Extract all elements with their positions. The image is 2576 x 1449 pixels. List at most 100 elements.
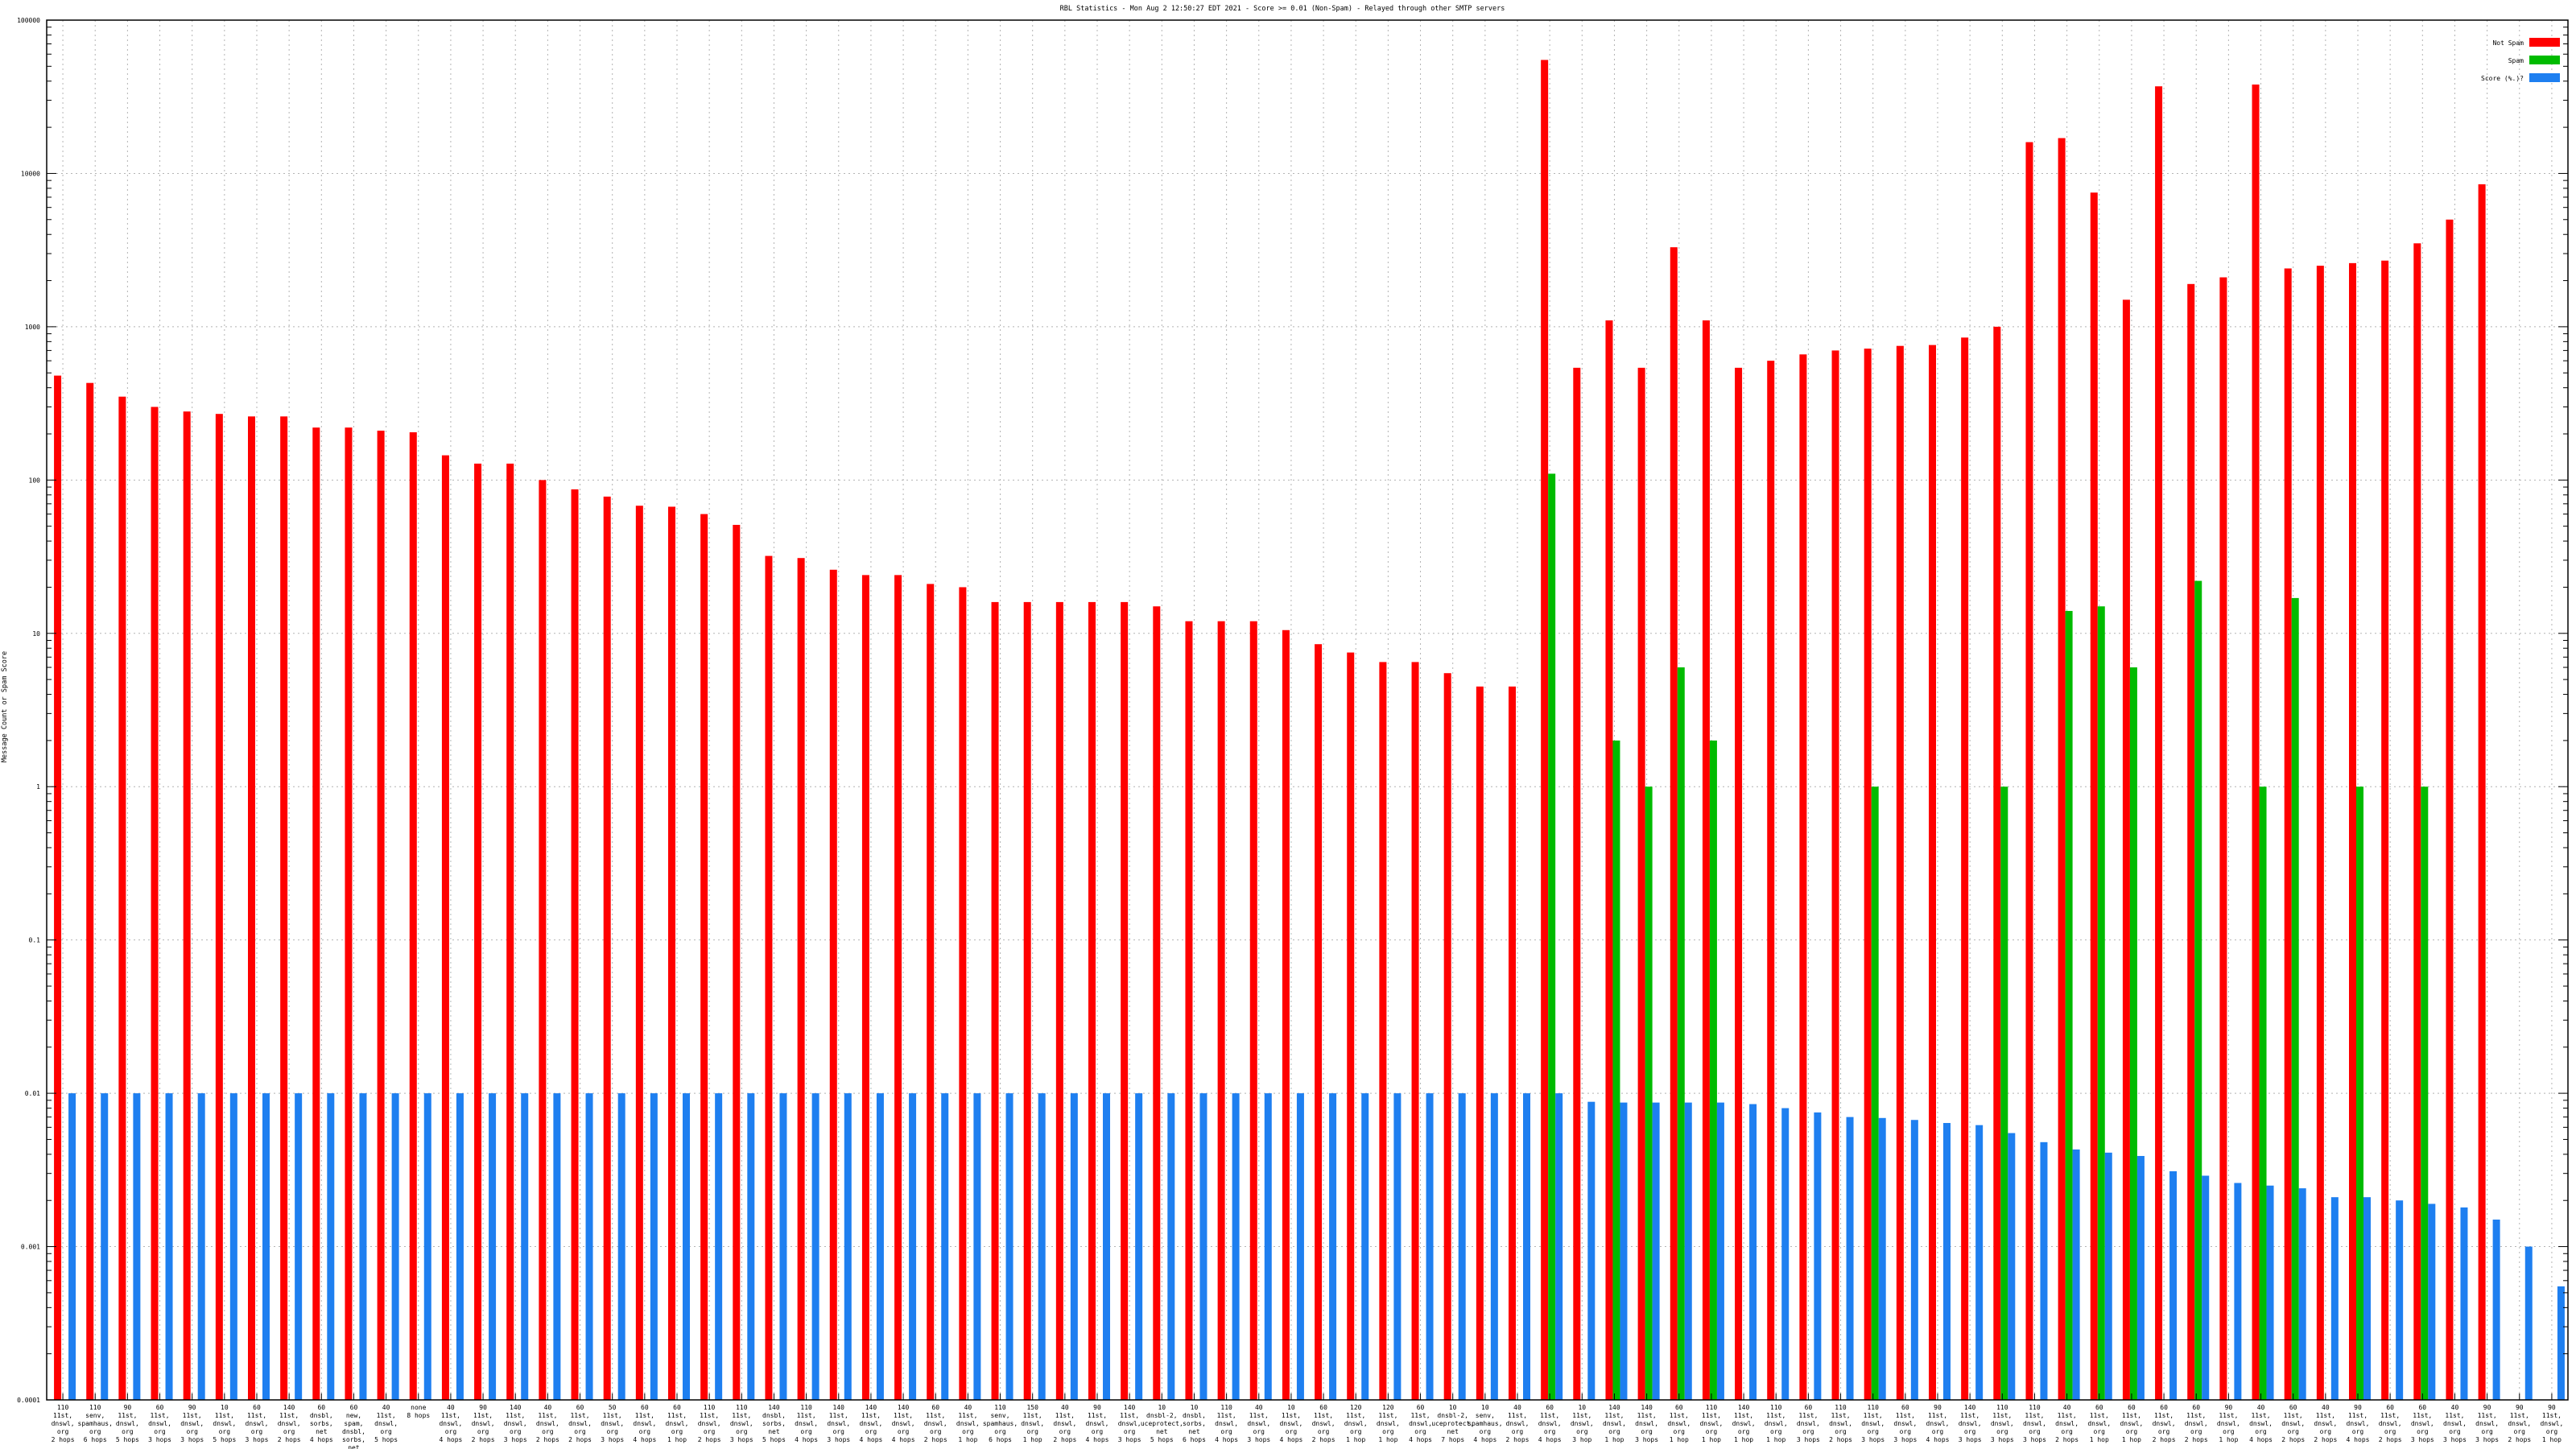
bar-score (1490, 1093, 1498, 1400)
bar-score (359, 1093, 367, 1400)
x-category-label: 60 11st, dnswl, org 1 hop (1667, 1404, 1690, 1443)
bar-not-spam (1121, 601, 1129, 1400)
x-category-label: 110 11st, dnswl, org 2 hops (698, 1404, 721, 1443)
bar-not-spam (1767, 361, 1775, 1400)
bar-score (1910, 1120, 1918, 1400)
bar-score (844, 1093, 852, 1400)
bar-score (909, 1093, 917, 1400)
x-category-label: 110 senv, spamhaus, org 6 hops (78, 1404, 113, 1443)
bar-score (489, 1093, 497, 1400)
x-category-label: 90 11st, dnswl, org 5 hops (116, 1404, 139, 1443)
x-category-label: 120 11st, dnswl, org 1 hop (1344, 1404, 1368, 1443)
bar-spam (1871, 786, 1879, 1400)
bar-not-spam (1831, 350, 1839, 1400)
bar-score (1296, 1093, 1304, 1400)
bar-not-spam (1217, 621, 1225, 1400)
bar-not-spam (1702, 320, 1710, 1401)
bar-not-spam (1185, 621, 1193, 1400)
bar-score (2396, 1200, 2404, 1400)
bar-score (1781, 1108, 1790, 1400)
bar-not-spam (2284, 268, 2292, 1401)
bar-not-spam (1961, 337, 1969, 1400)
x-category-label: 60 11st, dnswl, org 2 hops (568, 1404, 592, 1443)
x-category-label: 60 11st, dnswl, org 3 hops (148, 1404, 171, 1443)
x-category-label: 40 11st, dnswl, org 3 hops (1247, 1404, 1270, 1443)
bar-spam (1548, 473, 1556, 1400)
x-category-label: none 8 hops (407, 1404, 430, 1419)
legend: Not Spam Spam Score (%.)? (2481, 38, 2560, 82)
x-category-label: 140 11st, dnswl, org 1 hop (1603, 1404, 1626, 1443)
x-category-label: 60 11st, dnswl, org 4 hops (1409, 1404, 1432, 1443)
y-tick-label: 1 (36, 783, 40, 791)
bar-score (1555, 1093, 1563, 1400)
x-category-label: 140 dnsbl, sorbs, net 5 hops (762, 1404, 786, 1443)
x-category-label: 90 11st, dnswl, org 1 hop (2217, 1404, 2240, 1443)
bar-score (1232, 1093, 1240, 1400)
bar-not-spam (1799, 354, 1807, 1400)
bar-not-spam (668, 506, 675, 1400)
bar-not-spam (1929, 345, 1936, 1400)
x-category-label: 140 11st, dnswl, org 2 hops (278, 1404, 301, 1443)
bar-not-spam (2122, 299, 2130, 1401)
bar-score (2072, 1149, 2080, 1400)
x-category-label: 40 11st, dnswl, org 2 hops (1506, 1404, 1530, 1443)
bar-score (585, 1093, 593, 1400)
x-category-label: 40 11st, dnswl, org 5 hops (374, 1404, 398, 1443)
bar-score (1426, 1093, 1434, 1400)
bar-score (197, 1093, 205, 1400)
bar-spam (2000, 786, 2008, 1400)
bar-score (423, 1093, 431, 1400)
bar-score (2136, 1155, 2145, 1400)
bar-spam (2129, 667, 2137, 1400)
bar-score (1329, 1093, 1337, 1400)
bar-score (1038, 1093, 1046, 1400)
bar-not-spam (1088, 601, 1096, 1400)
bar-not-spam (894, 575, 902, 1400)
bar-not-spam (215, 414, 223, 1400)
x-category-label: 140 11st, dnswl, org 3 hops (827, 1404, 850, 1443)
bar-not-spam (1637, 367, 1645, 1400)
x-category-label: 60 11st, dnswl, org 3 hops (2411, 1404, 2434, 1443)
bar-spam (1645, 786, 1653, 1400)
bar-score (165, 1093, 173, 1400)
x-category-label: 90 11st, dnswl, org 4 hops (2347, 1404, 2370, 1443)
bar-not-spam (1282, 630, 1290, 1400)
bar-spam (2421, 786, 2429, 1400)
bar-score (229, 1093, 237, 1400)
bar-score (327, 1093, 335, 1400)
bar-not-spam (506, 463, 514, 1400)
x-category-label: 90 11st, dnswl, org 2 hops (472, 1404, 495, 1443)
bar-not-spam (861, 575, 869, 1400)
bar-not-spam (248, 416, 255, 1400)
bar-not-spam (539, 480, 547, 1401)
x-category-label: 110 11st, dnswl, org 2 hops (1829, 1404, 1852, 1443)
bar-not-spam (1541, 60, 1549, 1400)
legend-swatch (2529, 73, 2560, 82)
bar-score (650, 1093, 658, 1400)
bar-not-spam (700, 514, 708, 1400)
bar-score (683, 1093, 690, 1400)
bar-score (1652, 1102, 1660, 1400)
x-category-label: 40 11st, dnswl, org 2 hops (2314, 1404, 2337, 1443)
x-category-label: 110 senv, spamhaus, org 6 hops (983, 1404, 1018, 1443)
bar-not-spam (1896, 345, 1904, 1401)
bar-not-spam (86, 382, 94, 1401)
bar-score (2202, 1175, 2210, 1400)
bar-spam (2259, 786, 2267, 1400)
bar-score (68, 1093, 76, 1400)
x-category-label: 60 11st, dnswl, org 2 hops (2379, 1404, 2402, 1443)
y-tick-label: 1000 (25, 324, 40, 331)
bar-score (456, 1093, 464, 1400)
bar-score (2557, 1286, 2565, 1400)
bar-score (2234, 1183, 2242, 1400)
chart-title: RBL Statistics - Mon Aug 2 12:50:27 EDT … (1060, 5, 1505, 13)
bar-spam (1677, 667, 1685, 1400)
bar-score (747, 1093, 755, 1400)
bar-score (2524, 1246, 2533, 1400)
bar-spam (2291, 597, 2299, 1400)
bar-not-spam (2219, 277, 2227, 1400)
bar-spam (2356, 786, 2363, 1400)
x-category-label: 10 dnsbl-2, uceprotect, net 5 hops (1141, 1404, 1183, 1443)
y-tick-label: 0.01 (25, 1090, 40, 1097)
bar-score (2266, 1185, 2274, 1400)
